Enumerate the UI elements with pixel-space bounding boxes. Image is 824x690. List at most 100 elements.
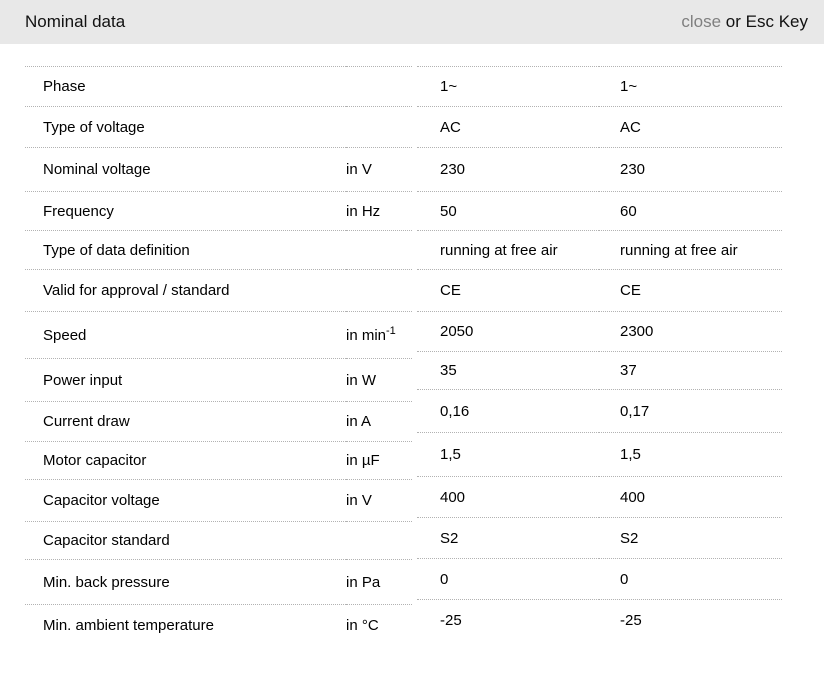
row-value-1: AC [417,106,599,148]
row-value-1: 1,5 [417,432,599,477]
table-row: Nominal voltage in V [25,147,412,192]
row-label: Current draw [25,401,346,442]
table-row: 50 60 [417,191,782,231]
row-label: Type of data definition [25,230,346,270]
close-link[interactable]: close [681,12,722,31]
table-row: AC AC [417,106,782,148]
table-row: Phase [25,66,412,107]
row-value-2: AC [599,106,782,148]
row-label: Frequency [25,191,346,231]
table-row: Min. ambient temperature in °C [25,604,412,647]
row-unit-text: in Hz [346,202,381,220]
row-unit: in W [346,358,412,402]
row-value-2: 2300 [599,311,782,352]
row-label: Type of voltage [25,106,346,148]
row-unit [346,269,412,312]
row-unit-text: in V [346,492,372,509]
row-label: Capacitor standard [25,521,346,560]
table-row: Capacitor standard [25,521,412,560]
table-row: Power input in W [25,358,412,402]
row-value-1: 50 [417,191,599,231]
row-unit-text: in µF [346,452,380,469]
row-value-1: CE [417,269,599,312]
table-row: 0,16 0,17 [417,389,782,433]
row-unit-text: in A [346,413,372,430]
table-row: Min. back pressure in Pa [25,559,412,605]
table-row: Type of data definition [25,230,412,270]
table-row: S2 S2 [417,517,782,559]
row-unit: in Pa [346,559,412,605]
table-row: running at free air running at free air [417,230,782,270]
table-row: 400 400 [417,476,782,518]
row-label: Phase [25,66,346,107]
row-unit [346,66,412,107]
row-unit-text: in V [346,161,372,178]
table-row: Frequency in Hz [25,191,412,231]
row-value-1: 400 [417,476,599,518]
row-unit-text: in °C [346,617,379,635]
row-label: Capacitor voltage [25,479,346,522]
row-unit-superscript: -1 [386,324,396,337]
row-value-2: -25 [599,599,782,642]
row-value-1: 0,16 [417,389,599,433]
table-row: 1~ 1~ [417,66,782,107]
table-row: 2050 2300 [417,311,782,352]
table-row: 1,5 1,5 [417,432,782,477]
row-value-2: CE [599,269,782,312]
row-value-1: running at free air [417,230,599,270]
row-label: Motor capacitor [25,441,346,480]
table-row: Capacitor voltage in V [25,479,412,522]
row-label: Speed [25,311,346,359]
row-unit-text: in W [346,371,376,389]
dialog-title: Nominal data [25,12,126,31]
values-table: 1~ 1~ AC AC 230 230 50 60 running at free air run… [417,66,782,642]
row-label: Power input [25,358,346,402]
row-value-1: 2050 [417,311,599,352]
row-value-2: 1,5 [599,432,782,477]
row-label: Valid for approval / standard [25,269,346,312]
row-unit [346,230,412,270]
row-unit: in V [346,147,412,192]
table-row: Speed in min-1 [25,311,412,359]
row-value-2: S2 [599,517,782,559]
row-value-1: 230 [417,147,599,192]
table-row: 230 230 [417,147,782,192]
close-hint: close or Esc Key [681,12,808,32]
row-value-2: 37 [599,351,782,390]
table-row: -25 -25 [417,599,782,642]
row-value-1: -25 [417,599,599,642]
table-row: 35 37 [417,351,782,390]
row-unit [346,106,412,148]
table-row: CE CE [417,269,782,312]
esc-key-text: or Esc Key [721,12,808,31]
row-value-2: 1~ [599,66,782,107]
dialog-header: Nominal data close or Esc Key [0,0,824,44]
row-value-2: 0,17 [599,389,782,433]
row-label: Min. ambient temperature [25,604,346,647]
row-unit: in min-1 [346,311,412,359]
row-value-2: 400 [599,476,782,518]
row-unit: in V [346,479,412,522]
row-value-1: 1~ [417,66,599,107]
row-unit: in A [346,401,412,442]
table-row: Type of voltage [25,106,412,148]
row-unit [346,521,412,560]
row-value-1: S2 [417,517,599,559]
row-value-2: 60 [599,191,782,231]
table-row: Motor capacitor in µF [25,441,412,480]
row-value-2: running at free air [599,230,782,270]
row-value-1: 35 [417,351,599,390]
table-row: Current draw in A [25,401,412,442]
row-value-2: 0 [599,558,782,600]
row-value-2: 230 [599,147,782,192]
row-unit-text: in min [346,326,387,344]
row-label: Nominal voltage [25,147,346,192]
row-value-1: 0 [417,558,599,600]
row-unit: in °C [346,604,412,647]
row-unit: in Hz [346,191,412,231]
row-unit-text: in Pa [346,573,381,591]
row-label: Min. back pressure [25,559,346,605]
